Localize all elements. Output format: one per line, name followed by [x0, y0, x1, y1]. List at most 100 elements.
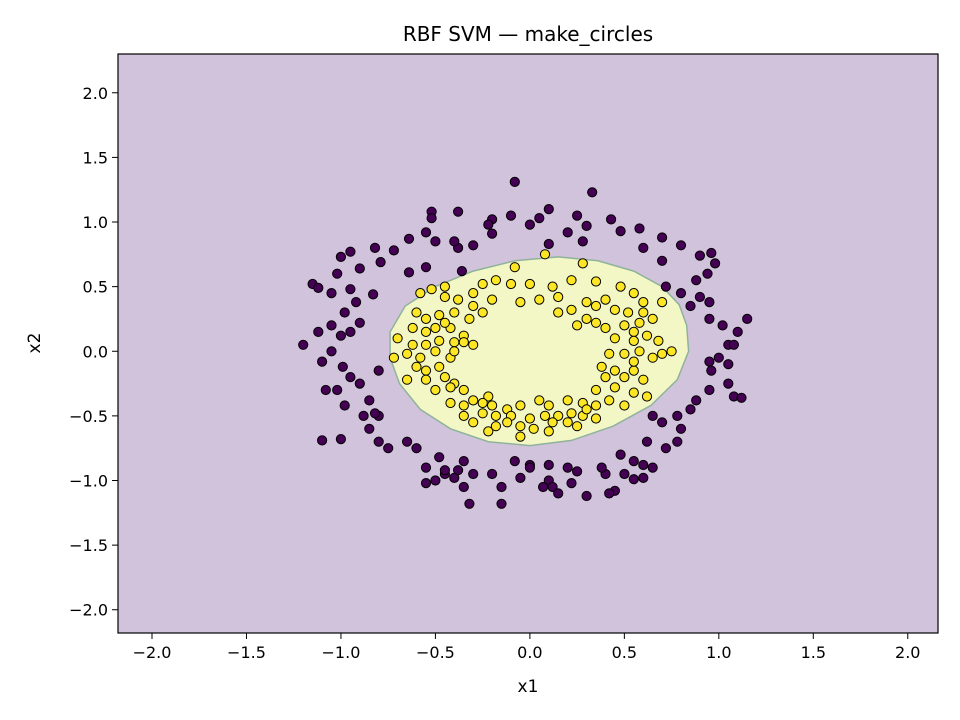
plot-frame: [117, 53, 939, 634]
class-1-point: [468, 339, 479, 350]
class-0-point: [647, 462, 658, 473]
class-1-point: [628, 335, 639, 346]
class-0-point: [434, 452, 445, 463]
class-0-point: [553, 488, 564, 499]
class-0-point: [706, 247, 717, 259]
x-tick-label: −1.5: [227, 643, 266, 662]
x-tick-label: 1.0: [706, 643, 731, 662]
class-0-point: [717, 320, 728, 331]
class-0-point: [326, 288, 337, 299]
class-1-point: [477, 278, 488, 290]
class-0-point: [402, 436, 413, 447]
class-0-point: [534, 213, 545, 224]
y-tick-label: −2.0: [69, 601, 108, 620]
class-0-point: [420, 462, 432, 473]
class-1-point: [615, 281, 626, 292]
class-1-point: [420, 313, 432, 324]
class-1-point: [638, 374, 649, 385]
class-0-point: [420, 227, 432, 238]
class-1-point: [434, 310, 445, 321]
class-0-point: [704, 297, 715, 308]
class-0-point: [694, 250, 706, 261]
class-0-point: [547, 481, 558, 493]
class-1-point: [458, 337, 469, 348]
class-0-point: [335, 251, 346, 262]
class-0-point: [723, 378, 734, 389]
class-0-point: [449, 236, 460, 247]
x-tick-label: 0.5: [612, 643, 637, 662]
class-0-point: [634, 223, 645, 234]
class-0-point: [345, 284, 356, 295]
class-0-point: [426, 213, 437, 224]
class-1-point: [657, 348, 668, 359]
class-0-point: [702, 268, 713, 279]
class-0-point: [672, 436, 683, 447]
class-1-point: [430, 346, 441, 357]
class-1-point: [430, 384, 441, 396]
class-1-point: [590, 413, 602, 424]
y-tick-label: 1.5: [83, 148, 108, 167]
class-0-point: [647, 410, 658, 421]
class-1-point: [502, 417, 513, 428]
class-0-point: [596, 462, 607, 473]
class-0-point: [587, 187, 598, 198]
class-0-point: [543, 238, 554, 250]
class-0-point: [505, 210, 517, 221]
class-0-point: [369, 242, 381, 253]
class-1-point: [449, 307, 460, 318]
class-1-point: [634, 346, 645, 357]
class-1-point: [562, 417, 573, 428]
class-0-point: [606, 214, 617, 225]
class-1-point: [415, 352, 426, 363]
class-1-point: [628, 365, 639, 376]
class-1-point: [604, 395, 615, 406]
y-tick-label: −1.5: [69, 536, 108, 555]
class-1-point: [505, 278, 517, 290]
class-0-point: [420, 478, 432, 489]
class-0-point: [368, 289, 379, 300]
class-1-point: [641, 391, 653, 402]
class-0-point: [657, 417, 668, 428]
class-1-point: [426, 284, 437, 295]
class-1-point: [619, 372, 630, 383]
class-0-point: [458, 481, 469, 493]
class-1-point: [458, 400, 469, 411]
scatter-points: [298, 176, 753, 509]
class-1-point: [515, 297, 526, 308]
class-1-point: [657, 297, 668, 308]
class-0-point: [351, 297, 362, 308]
inner-class-region: [389, 256, 690, 447]
class-0-point: [373, 436, 384, 447]
class-0-point: [638, 242, 649, 253]
class-1-point: [634, 317, 645, 328]
class-1-point: [515, 400, 526, 411]
class-0-point: [543, 204, 554, 215]
x-axis: −2.0 −1.5 −1.0 −0.5 0.0 0.5 1.0 1.5 2.0: [133, 633, 920, 662]
class-1-point: [420, 326, 432, 337]
class-1-point: [543, 400, 554, 411]
class-0-point: [383, 443, 394, 454]
class-1-point: [453, 294, 464, 305]
class-1-point: [534, 294, 545, 305]
class-1-point: [483, 391, 494, 402]
class-1-point: [553, 291, 564, 303]
class-1-point: [407, 339, 418, 350]
class-1-point: [468, 300, 479, 312]
class-0-point: [577, 236, 588, 247]
class-0-point: [487, 228, 498, 239]
class-0-point: [572, 466, 583, 477]
class-0-point: [619, 468, 630, 480]
class-1-point: [581, 313, 592, 324]
class-0-point: [335, 434, 346, 445]
class-0-point: [615, 449, 626, 460]
class-0-point: [638, 459, 649, 471]
y-tick-label: 0.5: [83, 278, 108, 297]
class-1-point: [458, 410, 469, 421]
y-tick-label: 1.0: [83, 213, 108, 232]
x-axis-label: x1: [518, 677, 539, 697]
class-0-point: [524, 219, 536, 230]
y-axis: −2.0 −1.5 −1.0 −0.5 0.0 0.5 1.0 1.5 2.0: [69, 84, 118, 620]
class-0-point: [685, 300, 696, 312]
class-0-point: [468, 240, 479, 251]
class-1-point: [638, 297, 649, 308]
